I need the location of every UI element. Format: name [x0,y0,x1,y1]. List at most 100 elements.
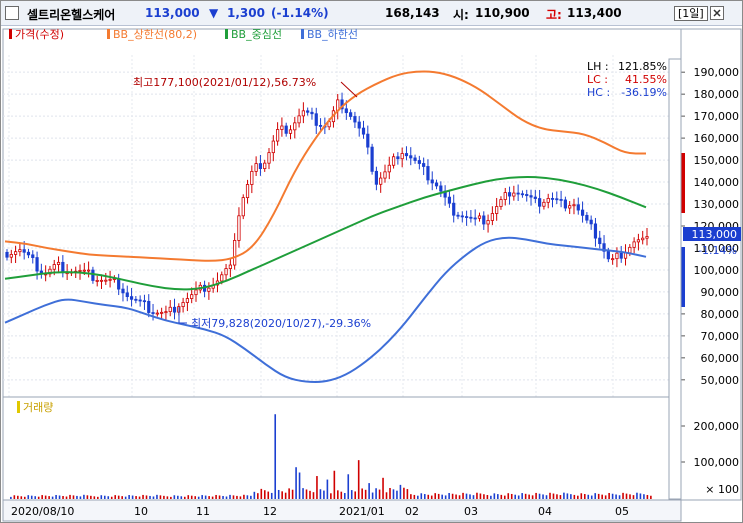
volume-bar [69,494,71,499]
volume-bar [27,495,30,499]
price-tick-label: 140,000 [694,176,740,189]
candle-body [374,170,378,185]
volume-bar [177,495,179,499]
candle-body [422,163,426,167]
volume-bar [604,495,607,499]
volume-bar [173,495,176,499]
volume-bar [76,495,78,499]
bb-center-line [4,175,647,291]
volume-bar [131,495,134,499]
price-tick-label: 130,000 [694,198,740,211]
volume-bar [190,495,193,499]
range-bar-down [681,247,685,307]
volume-bar [152,496,155,499]
volume-bar [48,496,50,499]
volume-bar [79,496,82,499]
candle-body [181,302,185,307]
volume-bar [330,493,332,499]
volume-bar [392,489,395,499]
volume-bar [396,490,398,499]
volume-bar [472,495,475,499]
candle-body [280,125,284,130]
legend-bb-center: BB_중심선 [231,28,282,41]
vertical-scrollbar[interactable] [668,58,682,500]
candle-body [121,288,125,294]
volume-bar [476,492,478,499]
candle-body [641,237,645,241]
volume-bar [197,496,200,499]
volume-bar [222,495,224,499]
candle-body [9,254,13,258]
candle-body [155,312,159,315]
volume-bar [232,495,235,499]
volume-bars [10,414,652,499]
candle-body [516,192,520,195]
candle-body [615,252,619,260]
price-tick-label: 100,000 [694,264,740,277]
candle-body [426,166,430,181]
current-price: 113,000 [145,6,200,20]
price-tick-label: 180,000 [694,88,740,101]
candle-body [525,194,529,197]
volume-bar [10,496,12,499]
volume-bar [573,494,576,499]
legend-swatch-bb-upper [107,29,110,39]
volume-bar [590,495,593,499]
range-bar-up [681,153,685,213]
volume-bar [340,491,343,499]
candle-body [619,252,623,259]
candle-body [598,237,602,245]
candle-body [164,311,168,314]
x-tick-label: 2021/01 [339,505,385,518]
candle-body [172,306,177,313]
candle-body [568,205,572,209]
volume-bar [385,492,388,499]
x-tick-label: 04 [538,505,552,518]
volume-bar [284,492,287,499]
volume-bar [333,470,336,499]
candle-body [404,153,409,157]
price-change-pct: (-1.14%) [271,6,329,20]
volume-bar [187,495,190,499]
candle-body [366,133,370,148]
candle-body [207,287,211,292]
volume-bar [427,494,430,499]
volume-bar [455,494,457,499]
volume-bar [618,495,621,499]
candle-body [430,179,434,184]
volume-bar [646,494,649,499]
window-menu-box[interactable] [5,6,19,20]
volume-bar [622,492,624,499]
candle-body [628,246,632,254]
volume-bar [194,496,197,499]
candle-body [108,278,112,281]
volume-bar [458,495,461,499]
title-bar: 셀트리온헬스케어 113,000 ▼ 1,300 (-1.14%) 168,14… [1,1,742,26]
volume-tick-200k: 200,000 [694,420,740,433]
volume-value: 168,143 [385,6,440,20]
volume-bar [257,493,259,499]
candle-body [396,156,400,160]
volume-bar [510,493,513,499]
volume-bar [323,490,325,499]
volume-bar [389,487,391,499]
volume-bar [486,495,489,499]
volume-bar [337,490,339,499]
candle-body [237,215,241,241]
period-selector[interactable]: [1일] [674,6,708,21]
candle-body [241,197,245,217]
volume-bar [570,494,572,499]
close-icon[interactable] [710,6,724,20]
volume-bar [601,494,603,499]
volume-bar [503,495,506,499]
y-axis-strip [680,28,742,501]
candle-body [254,163,258,172]
candle-body [160,311,164,314]
volume-bar [542,494,544,499]
candle-body [142,300,147,303]
volume-bar [253,491,256,499]
candle-body [379,177,383,185]
volume-bar [166,496,169,499]
candle-body [417,160,421,164]
